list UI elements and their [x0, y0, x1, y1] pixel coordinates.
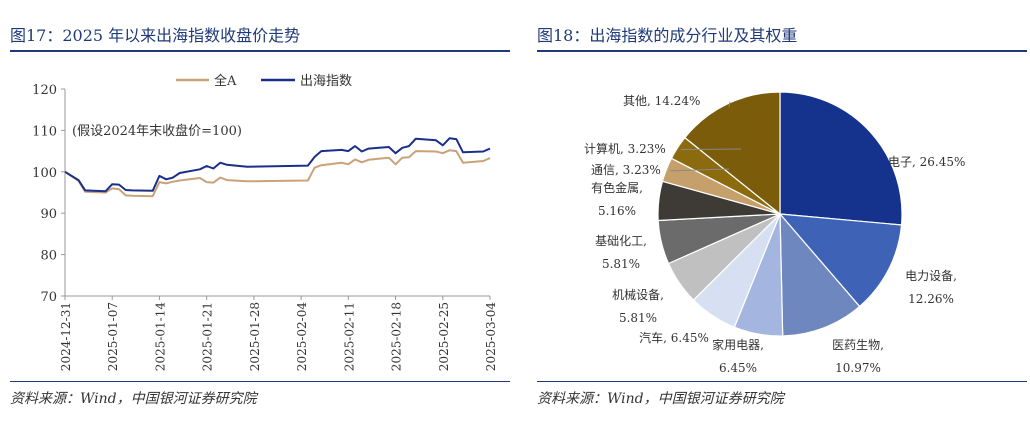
- x-tick-label: 2025-01-07: [106, 302, 120, 371]
- bottom-rule-right: [537, 381, 1027, 382]
- slice-label-qiche: 汽车, 6.45%: [639, 330, 709, 345]
- pie-labels: 电子, 26.45% 电力设备, 12.26% 医药生物, 10.97% 家用电…: [584, 94, 965, 375]
- y-tick-label: 110: [32, 124, 57, 139]
- slice-label-jixie-value: 5.81%: [619, 311, 657, 325]
- pie-slice-1: [778, 213, 903, 308]
- slice-label-huagong-value: 5.81%: [602, 257, 640, 271]
- slice-label-youse-name: 有色金属,: [591, 180, 643, 195]
- pie-slice-0: [779, 91, 903, 226]
- slice-label-dianlishebei-value: 12.26%: [908, 292, 954, 306]
- bottom-rule-left: [10, 381, 510, 382]
- title-rule-left: [10, 50, 510, 52]
- line-chart-panel: 图17：2025 年以来出海指数收盘价走势 全A 出海指数 (假设2024年末收…: [10, 26, 510, 407]
- pie-slices: [657, 91, 903, 337]
- series-layer: [64, 137, 491, 198]
- series-line-all-a: [64, 149, 491, 198]
- slice-label-yiyao-name: 医药生物,: [832, 338, 884, 352]
- x-tick-label: 2024-12-31: [59, 302, 73, 371]
- leader-line: [680, 148, 742, 151]
- slice-label-jiayong-name: 家用电器,: [712, 337, 764, 352]
- source-note-left: 资料来源：Wind，中国银河证券研究院: [10, 391, 257, 407]
- slice-label-jiayong-value: 6.45%: [719, 361, 757, 375]
- slice-label-jisuanji: 计算机, 3.23%: [584, 141, 666, 156]
- leader-line: [728, 101, 731, 108]
- chart-annotation: (假设2024年末收盘价=100): [72, 123, 242, 139]
- slice-label-dianzi: 电子, 26.45%: [888, 155, 965, 169]
- x-tick-label: 2025-01-14: [153, 302, 167, 372]
- x-tick-label: 2025-02-18: [390, 302, 404, 371]
- slice-label-youse-value: 5.16%: [598, 204, 636, 218]
- source-note-right: 资料来源：Wind，中国银河证券研究院: [537, 391, 784, 407]
- x-tick-label: 2025-01-21: [201, 302, 215, 371]
- slice-label-yiyao-value: 10.97%: [835, 361, 881, 375]
- slice-label-tongxin: 通信, 3.23%: [591, 163, 661, 177]
- leader-line: [669, 168, 730, 172]
- y-tick-label: 70: [40, 290, 57, 305]
- legend-label-all-a: 全A: [214, 73, 237, 89]
- x-tick-label: 2025-02-04: [295, 302, 309, 372]
- slice-label-qita: 其他, 14.24%: [623, 94, 700, 108]
- slice-label-jixie-name: 机械设备,: [612, 287, 664, 302]
- figure-title-right: 图18：出海指数的成分行业及其权重: [537, 26, 798, 45]
- slice-label-huagong-name: 基础化工,: [595, 234, 647, 248]
- x-tick-label: 2025-02-11: [342, 302, 356, 371]
- figure-title-left: 图17：2025 年以来出海指数收盘价走势: [10, 26, 301, 45]
- y-tick-label: 80: [40, 249, 57, 264]
- y-tick-label: 100: [32, 166, 57, 181]
- x-tick-label: 2025-02-25: [437, 302, 451, 371]
- x-axis: 2024-12-31 2025-01-07 2025-01-14 2025-01-21…: [59, 295, 498, 372]
- pie-leader-lines: [669, 101, 742, 172]
- line-chart: 全A 出海指数 (假设2024年末收盘价=100) 70 80 90 100 110 12…: [32, 73, 498, 372]
- slice-label-dianlishebei-name: 电力设备,: [905, 269, 957, 283]
- pie-slice-2: [779, 212, 861, 337]
- x-tick-label: 2025-01-28: [248, 302, 262, 371]
- series-line-chuhai: [64, 137, 491, 193]
- pie-chart: 电子, 26.45% 电力设备, 12.26% 医药生物, 10.97% 家用电…: [584, 91, 965, 375]
- pie-chart-panel: 图18：出海指数的成分行业及其权重 电子, 26.45% 电力设备, 12.26…: [515, 0, 1030, 423]
- y-axis: 70 80 90 100 110 120: [32, 83, 66, 305]
- legend-label-chuhai: 出海指数: [300, 74, 352, 89]
- title-rule-right: [537, 50, 1027, 52]
- y-tick-label: 120: [32, 83, 57, 98]
- legend: 全A 出海指数: [176, 73, 352, 89]
- x-tick-label: 2025-03-04: [484, 302, 498, 372]
- pie-slice-10: [684, 91, 781, 216]
- y-tick-label: 90: [40, 207, 57, 222]
